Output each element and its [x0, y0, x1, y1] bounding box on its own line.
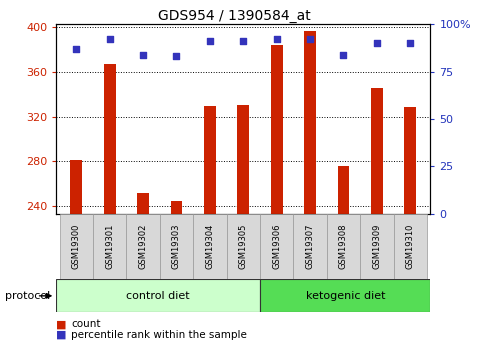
- Text: GSM19307: GSM19307: [305, 224, 314, 269]
- Bar: [404, 107, 415, 214]
- Bar: [304, 31, 315, 214]
- Text: ■: ■: [56, 330, 66, 339]
- Bar: [93, 214, 126, 279]
- Bar: [70, 160, 82, 214]
- Point: [406, 40, 413, 46]
- Bar: [226, 214, 260, 279]
- Point: [139, 52, 147, 57]
- Text: control diet: control diet: [126, 291, 190, 301]
- Bar: [193, 214, 226, 279]
- Bar: [203, 106, 215, 214]
- Text: GSM19304: GSM19304: [205, 224, 214, 269]
- Bar: [260, 214, 293, 279]
- Bar: [126, 214, 160, 279]
- Bar: [56, 279, 260, 312]
- Point: [372, 40, 380, 46]
- Bar: [337, 166, 348, 214]
- Text: ■: ■: [56, 319, 66, 329]
- Text: GSM19308: GSM19308: [338, 224, 347, 269]
- Point: [172, 53, 180, 59]
- Bar: [326, 214, 360, 279]
- Text: GSM19302: GSM19302: [138, 224, 147, 269]
- Bar: [260, 279, 429, 312]
- Bar: [137, 193, 149, 214]
- Point: [272, 37, 280, 42]
- Text: GSM19300: GSM19300: [72, 224, 81, 269]
- Bar: [103, 64, 115, 214]
- Bar: [237, 105, 248, 214]
- Point: [339, 52, 346, 57]
- Bar: [360, 214, 393, 279]
- Point: [239, 38, 246, 44]
- Text: GSM19309: GSM19309: [372, 224, 381, 269]
- Bar: [170, 200, 182, 214]
- Text: GSM19306: GSM19306: [272, 224, 281, 269]
- Text: protocol: protocol: [5, 291, 50, 301]
- Bar: [293, 214, 326, 279]
- Bar: [160, 214, 193, 279]
- Point: [72, 46, 80, 51]
- Text: percentile rank within the sample: percentile rank within the sample: [71, 330, 246, 339]
- Text: GSM19301: GSM19301: [105, 224, 114, 269]
- Point: [305, 37, 313, 42]
- Text: GSM19303: GSM19303: [172, 224, 181, 269]
- Text: ketogenic diet: ketogenic diet: [305, 291, 384, 301]
- Point: [105, 37, 113, 42]
- Text: GDS954 / 1390584_at: GDS954 / 1390584_at: [158, 9, 310, 23]
- Bar: [60, 214, 93, 279]
- Bar: [370, 88, 382, 214]
- Text: GSM19310: GSM19310: [405, 224, 414, 269]
- Point: [205, 38, 213, 44]
- Text: GSM19305: GSM19305: [238, 224, 247, 269]
- Bar: [270, 45, 282, 214]
- Bar: [393, 214, 426, 279]
- Text: count: count: [71, 319, 100, 329]
